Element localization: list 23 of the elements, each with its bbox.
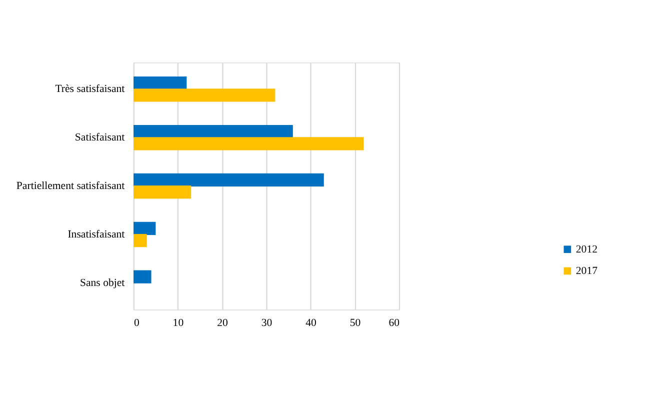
bar <box>134 173 324 187</box>
bar <box>134 222 156 235</box>
x-tick-label: 60 <box>388 317 400 330</box>
legend-label: 2017 <box>576 265 598 278</box>
y-tick-label: Partiellement satisfaisant <box>16 180 125 192</box>
x-tick-label: 40 <box>306 317 316 330</box>
y-tick-label: Insatisfaisant <box>68 228 125 241</box>
bar <box>134 137 364 150</box>
bar <box>134 124 293 138</box>
bar <box>134 76 187 90</box>
x-tick-label: 50 <box>350 317 361 330</box>
y-tick-label: Satisfaisant <box>74 132 125 144</box>
bar <box>134 270 152 284</box>
x-tick-label: 20 <box>217 317 228 330</box>
x-tick-label: 30 <box>261 317 272 330</box>
bar <box>134 186 192 199</box>
x-tick-label: 10 <box>172 317 184 330</box>
x-tick-label: 0 <box>134 317 140 330</box>
bar <box>134 88 276 102</box>
bar <box>134 234 147 248</box>
legend-label: 2012 <box>576 243 598 256</box>
y-tick-label: Très satisfaisant <box>55 83 125 96</box>
y-tick-label: Sans objet <box>80 276 125 289</box>
